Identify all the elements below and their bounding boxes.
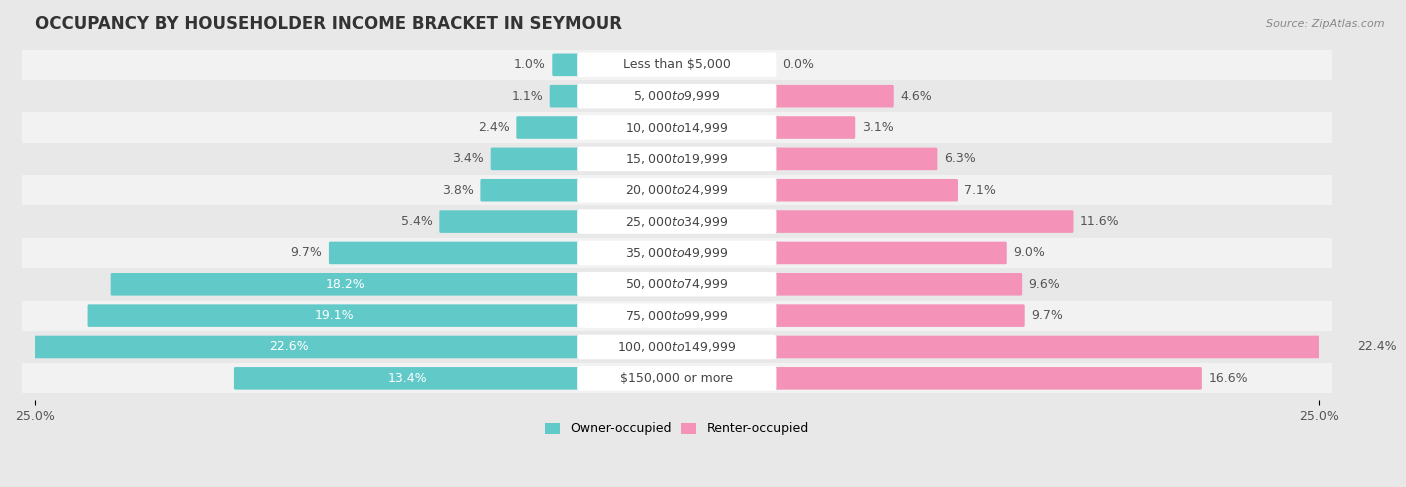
Text: 9.7%: 9.7%	[291, 246, 322, 260]
Text: $50,000 to $74,999: $50,000 to $74,999	[626, 277, 728, 291]
FancyBboxPatch shape	[22, 144, 1331, 174]
FancyBboxPatch shape	[22, 269, 1331, 300]
Text: 9.6%: 9.6%	[1029, 278, 1060, 291]
FancyBboxPatch shape	[22, 300, 1331, 331]
Text: 3.4%: 3.4%	[453, 152, 484, 166]
Text: 0.0%: 0.0%	[782, 58, 814, 71]
FancyBboxPatch shape	[773, 367, 1202, 390]
FancyBboxPatch shape	[439, 210, 581, 233]
FancyBboxPatch shape	[22, 238, 1331, 268]
Text: 9.7%: 9.7%	[1031, 309, 1063, 322]
FancyBboxPatch shape	[111, 273, 581, 296]
Text: $150,000 or more: $150,000 or more	[620, 372, 734, 385]
Text: 1.0%: 1.0%	[515, 58, 546, 71]
Text: 11.6%: 11.6%	[1080, 215, 1119, 228]
FancyBboxPatch shape	[578, 366, 776, 391]
Text: 4.6%: 4.6%	[900, 90, 932, 103]
Text: $35,000 to $49,999: $35,000 to $49,999	[626, 246, 728, 260]
Text: 5.4%: 5.4%	[401, 215, 433, 228]
FancyBboxPatch shape	[773, 336, 1351, 358]
FancyBboxPatch shape	[578, 84, 776, 109]
Legend: Owner-occupied, Renter-occupied: Owner-occupied, Renter-occupied	[540, 417, 814, 441]
FancyBboxPatch shape	[578, 53, 776, 77]
Text: 13.4%: 13.4%	[388, 372, 427, 385]
Text: 22.6%: 22.6%	[270, 340, 309, 354]
Text: $100,000 to $149,999: $100,000 to $149,999	[617, 340, 737, 354]
FancyBboxPatch shape	[22, 332, 1331, 362]
FancyBboxPatch shape	[578, 178, 776, 203]
Text: OCCUPANCY BY HOUSEHOLDER INCOME BRACKET IN SEYMOUR: OCCUPANCY BY HOUSEHOLDER INCOME BRACKET …	[35, 15, 621, 33]
FancyBboxPatch shape	[491, 148, 581, 170]
FancyBboxPatch shape	[329, 242, 581, 264]
Text: $20,000 to $24,999: $20,000 to $24,999	[626, 183, 728, 197]
Text: 6.3%: 6.3%	[943, 152, 976, 166]
Text: 22.4%: 22.4%	[1357, 340, 1396, 354]
FancyBboxPatch shape	[22, 112, 1331, 143]
Text: 2.4%: 2.4%	[478, 121, 510, 134]
Text: 19.1%: 19.1%	[314, 309, 354, 322]
FancyBboxPatch shape	[481, 179, 581, 202]
FancyBboxPatch shape	[22, 175, 1331, 206]
FancyBboxPatch shape	[773, 85, 894, 108]
FancyBboxPatch shape	[578, 241, 776, 265]
FancyBboxPatch shape	[773, 116, 855, 139]
Text: Less than $5,000: Less than $5,000	[623, 58, 731, 71]
FancyBboxPatch shape	[553, 54, 581, 76]
Text: 1.1%: 1.1%	[512, 90, 543, 103]
FancyBboxPatch shape	[773, 148, 938, 170]
FancyBboxPatch shape	[773, 210, 1074, 233]
FancyBboxPatch shape	[578, 209, 776, 234]
FancyBboxPatch shape	[550, 85, 581, 108]
FancyBboxPatch shape	[233, 367, 581, 390]
Text: $5,000 to $9,999: $5,000 to $9,999	[633, 89, 721, 103]
FancyBboxPatch shape	[578, 115, 776, 140]
Text: 18.2%: 18.2%	[326, 278, 366, 291]
FancyBboxPatch shape	[578, 335, 776, 359]
Text: $75,000 to $99,999: $75,000 to $99,999	[626, 309, 728, 322]
Text: $15,000 to $19,999: $15,000 to $19,999	[626, 152, 728, 166]
Text: Source: ZipAtlas.com: Source: ZipAtlas.com	[1267, 19, 1385, 30]
FancyBboxPatch shape	[22, 81, 1331, 111]
Text: 16.6%: 16.6%	[1208, 372, 1249, 385]
FancyBboxPatch shape	[578, 147, 776, 171]
Text: 3.8%: 3.8%	[441, 184, 474, 197]
FancyBboxPatch shape	[578, 303, 776, 328]
FancyBboxPatch shape	[773, 242, 1007, 264]
FancyBboxPatch shape	[773, 304, 1025, 327]
FancyBboxPatch shape	[0, 336, 581, 358]
FancyBboxPatch shape	[773, 273, 1022, 296]
FancyBboxPatch shape	[22, 206, 1331, 237]
Text: 3.1%: 3.1%	[862, 121, 893, 134]
FancyBboxPatch shape	[22, 363, 1331, 393]
Text: 7.1%: 7.1%	[965, 184, 997, 197]
FancyBboxPatch shape	[773, 179, 957, 202]
Text: $10,000 to $14,999: $10,000 to $14,999	[626, 121, 728, 134]
FancyBboxPatch shape	[22, 50, 1331, 80]
FancyBboxPatch shape	[516, 116, 581, 139]
FancyBboxPatch shape	[578, 272, 776, 297]
FancyBboxPatch shape	[87, 304, 581, 327]
Text: $25,000 to $34,999: $25,000 to $34,999	[626, 215, 728, 228]
Text: 9.0%: 9.0%	[1014, 246, 1045, 260]
